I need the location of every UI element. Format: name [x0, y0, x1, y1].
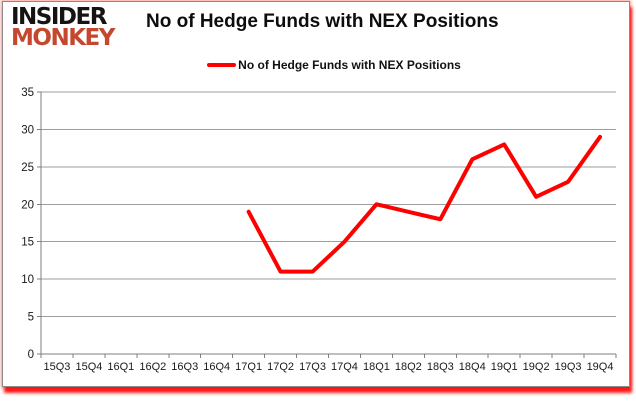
x-axis-label: 15Q4 — [75, 361, 102, 373]
chart-title: No of Hedge Funds with NEX Positions — [146, 11, 499, 32]
y-axis-label: 0 — [28, 349, 34, 361]
x-axis-label: 17Q3 — [299, 361, 326, 373]
x-axis-label: 16Q1 — [107, 361, 134, 373]
chart-svg: 0 5 10 15 20 25 30 35 15Q3 15Q4 16Q1 16Q2 16Q3 16Q4 17… — [21, 87, 617, 373]
insider-monkey-logo: INSIDER MONKEY — [11, 4, 115, 52]
x-axis-label: 16Q3 — [171, 361, 198, 373]
chart-card: INSIDER MONKEY No of Hedge Funds with NE… — [2, 1, 630, 387]
legend-label: No of Hedge Funds with NEX Positions — [238, 58, 461, 72]
x-axis-label: 18Q1 — [363, 361, 390, 373]
legend: No of Hedge Funds with NEX Positions — [3, 58, 629, 72]
x-axis-label: 19Q1 — [491, 361, 518, 373]
y-axis-label: 5 — [28, 312, 34, 324]
x-axis-label: 19Q3 — [555, 361, 582, 373]
series-line — [246, 134, 603, 274]
y-axis-label: 25 — [21, 162, 34, 174]
x-axis-label: 16Q2 — [139, 361, 166, 373]
x-axis-label: 19Q2 — [523, 361, 550, 373]
legend-line-marker — [207, 63, 237, 67]
x-axis-label: 17Q4 — [331, 361, 358, 373]
logo-text-monkey: MONKEY — [11, 25, 115, 52]
x-axis-label: 18Q2 — [395, 361, 422, 373]
x-axis-label: 18Q3 — [427, 361, 454, 373]
logo-text-insider: INSIDER — [11, 4, 107, 30]
x-axis-label: 17Q1 — [235, 361, 262, 373]
x-axis-label: 17Q2 — [267, 361, 294, 373]
y-axis-label: 20 — [21, 199, 34, 211]
y-axis-label: 10 — [21, 274, 34, 286]
x-axis-label: 18Q4 — [459, 361, 486, 373]
x-axis-label: 19Q4 — [587, 361, 614, 373]
x-axis-label: 16Q4 — [203, 361, 230, 373]
y-axis-label: 30 — [21, 124, 34, 136]
y-axis-label: 35 — [21, 87, 34, 99]
x-axis-label: 15Q3 — [44, 361, 71, 373]
y-axis-label: 15 — [21, 237, 34, 249]
